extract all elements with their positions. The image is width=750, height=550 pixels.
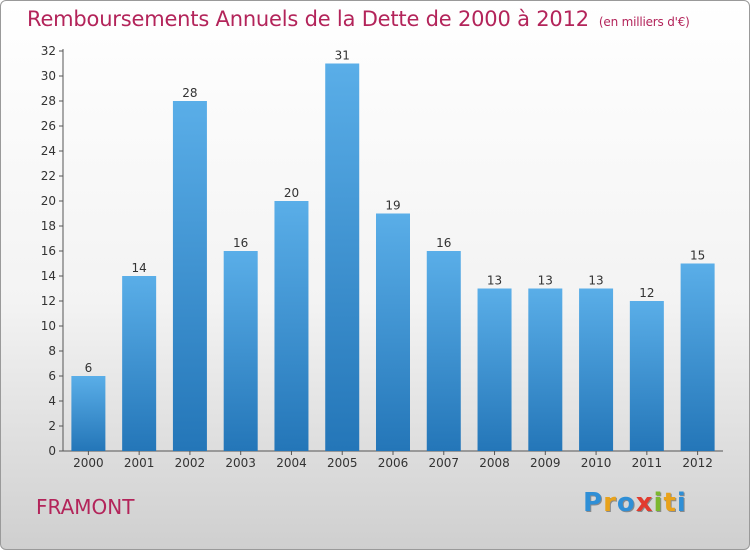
y-tick-label: 28 [41, 94, 56, 108]
bar-2005 [325, 63, 360, 451]
data-label: 14 [132, 261, 147, 275]
x-tick-label: 2001 [124, 456, 155, 470]
x-tick-label: 2011 [632, 456, 663, 470]
x-tick-label: 2009 [530, 456, 561, 470]
x-tick-label: 2003 [225, 456, 256, 470]
y-tick-label: 4 [48, 394, 56, 408]
bar-2000 [71, 376, 106, 451]
y-tick-label: 20 [41, 194, 56, 208]
x-tick-label: 2004 [276, 456, 307, 470]
data-label: 19 [385, 199, 400, 213]
y-tick-label: 18 [41, 219, 56, 233]
bar-2010 [579, 288, 614, 451]
bar-2011 [629, 301, 664, 451]
bar-2001 [122, 276, 157, 451]
y-tick-label: 6 [48, 369, 56, 383]
y-tick-label: 16 [41, 244, 56, 258]
y-tick-label: 10 [41, 319, 56, 333]
y-tick-label: 30 [41, 69, 56, 83]
data-label: 13 [487, 274, 502, 288]
x-tick-label: 2008 [479, 456, 510, 470]
chart-subtitle: (en milliers d'€) [598, 15, 690, 29]
data-label: 31 [335, 49, 350, 63]
data-label: 6 [85, 361, 93, 375]
bar-2009 [528, 288, 563, 451]
logo-letter: i [676, 488, 687, 518]
y-tick-label: 2 [48, 419, 56, 433]
logo-letter: i [653, 488, 664, 518]
y-tick-label: 12 [41, 294, 56, 308]
y-tick-label: 24 [41, 144, 56, 158]
logo-letter: r [603, 488, 617, 518]
x-tick-label: 2007 [428, 456, 459, 470]
data-labels: 6 14 28 16 20 31 19 16 13 13 13 12 15 [85, 49, 706, 376]
bar-2012 [680, 263, 715, 451]
y-tick-label: 32 [41, 44, 56, 58]
logo-letter: o [616, 488, 636, 518]
y-tick-label: 22 [41, 169, 56, 183]
data-label: 16 [233, 236, 248, 250]
x-tick-label: 2000 [73, 456, 104, 470]
data-label: 20 [284, 186, 299, 200]
data-label: 13 [538, 274, 553, 288]
y-tick-label: 8 [48, 344, 56, 358]
logo-letter: t [663, 488, 677, 518]
logo-letter: P [583, 488, 604, 518]
data-label: 13 [588, 274, 603, 288]
chart-title-text: Remboursements Annuels de la Dette de 20… [27, 7, 589, 31]
x-tick-label: 2010 [581, 456, 612, 470]
proxiti-logo: Proxiti [583, 488, 687, 518]
bars [71, 63, 715, 451]
bar-2007 [426, 251, 461, 451]
bar-2006 [376, 213, 410, 451]
bar-2003 [223, 251, 258, 451]
bar-2004 [274, 201, 309, 451]
y-tick-label: 0 [48, 444, 56, 458]
x-tick-label: 2005 [327, 456, 358, 470]
x-tick-label: 2006 [378, 456, 409, 470]
data-label: 12 [639, 286, 654, 300]
x-tick-label: 2002 [175, 456, 206, 470]
y-tick-label: 14 [41, 269, 56, 283]
data-label: 16 [436, 236, 451, 250]
chart-title: Remboursements Annuels de la Dette de 20… [27, 7, 690, 31]
bar-2002 [172, 101, 207, 451]
commune-name: FRAMONT [36, 495, 135, 519]
data-label: 28 [182, 86, 197, 100]
logo-letter: x [635, 488, 654, 518]
data-label: 15 [690, 249, 705, 263]
x-tick-label: 2012 [682, 456, 713, 470]
bar-2008 [477, 288, 512, 451]
y-tick-label: 26 [41, 119, 56, 133]
